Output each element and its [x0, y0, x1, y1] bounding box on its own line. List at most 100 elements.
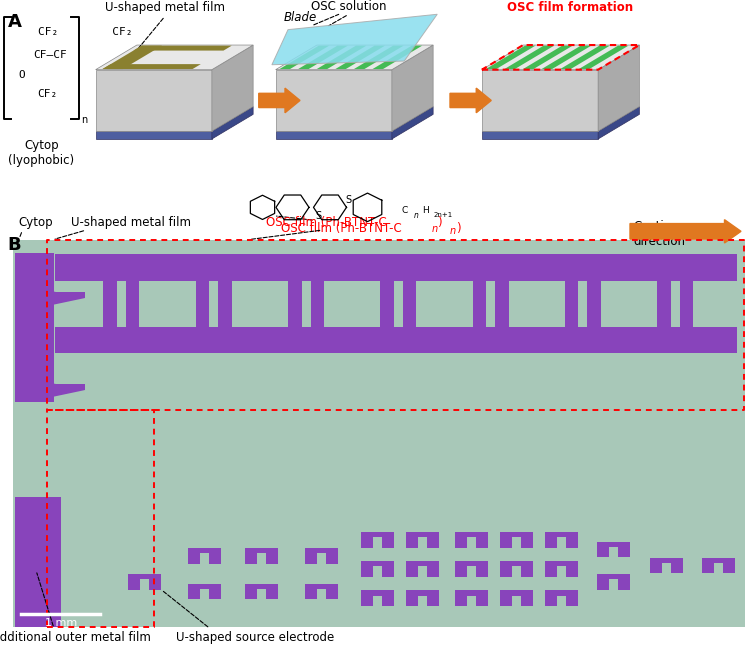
- Bar: [587, 265, 601, 327]
- Bar: [670, 559, 682, 573]
- Text: OSC solution: OSC solution: [311, 0, 386, 13]
- Bar: [702, 558, 735, 563]
- Text: OSC film (Ph-BTNT-C: OSC film (Ph-BTNT-C: [266, 216, 387, 229]
- Bar: [454, 532, 488, 537]
- Bar: [361, 532, 394, 537]
- Text: n: n: [81, 115, 87, 124]
- Bar: [544, 592, 556, 606]
- Bar: [500, 533, 512, 548]
- Bar: [597, 542, 630, 547]
- Bar: [566, 592, 578, 606]
- Bar: [128, 574, 161, 579]
- Bar: [244, 548, 278, 553]
- Bar: [454, 561, 488, 566]
- Bar: [149, 575, 161, 590]
- Bar: [562, 327, 616, 339]
- Polygon shape: [598, 107, 639, 139]
- Bar: [188, 548, 221, 553]
- Bar: [562, 341, 616, 353]
- Bar: [406, 561, 439, 566]
- Bar: [188, 585, 200, 599]
- Text: n: n: [431, 224, 437, 234]
- Bar: [454, 592, 466, 606]
- Bar: [476, 562, 488, 577]
- Bar: [55, 254, 737, 281]
- Bar: [126, 265, 140, 327]
- Polygon shape: [505, 45, 554, 69]
- Bar: [655, 327, 709, 339]
- Text: U-shaped metal film: U-shaped metal film: [105, 1, 225, 14]
- Text: H: H: [422, 206, 429, 215]
- Polygon shape: [276, 45, 434, 70]
- Text: CF₂        CF₂: CF₂ CF₂: [38, 27, 132, 38]
- Text: Cytop
(lyophobic): Cytop (lyophobic): [8, 139, 74, 167]
- Bar: [382, 592, 394, 606]
- Text: O: O: [19, 69, 26, 80]
- Bar: [454, 533, 466, 548]
- Bar: [361, 561, 394, 566]
- Bar: [209, 585, 221, 599]
- Bar: [500, 561, 532, 566]
- Bar: [382, 533, 394, 548]
- Bar: [472, 265, 486, 327]
- Bar: [15, 497, 62, 627]
- Bar: [196, 265, 209, 327]
- FancyArrow shape: [630, 220, 741, 243]
- Polygon shape: [280, 45, 329, 69]
- Polygon shape: [523, 45, 573, 69]
- Text: Blade: Blade: [284, 11, 316, 24]
- Polygon shape: [298, 45, 348, 69]
- Bar: [406, 532, 439, 537]
- Bar: [544, 533, 556, 548]
- Bar: [618, 575, 630, 590]
- Polygon shape: [211, 107, 253, 139]
- Bar: [286, 341, 340, 353]
- Bar: [723, 559, 735, 573]
- Bar: [618, 543, 630, 557]
- Bar: [520, 592, 532, 606]
- Bar: [454, 590, 488, 596]
- Bar: [650, 558, 682, 563]
- Polygon shape: [15, 292, 54, 305]
- Text: U-shaped source electrode: U-shaped source electrode: [176, 631, 334, 644]
- FancyArrow shape: [259, 88, 300, 113]
- Bar: [655, 341, 709, 353]
- Text: OSC film (Ph-BTNT-C: OSC film (Ph-BTNT-C: [281, 222, 402, 235]
- Bar: [544, 590, 578, 596]
- Bar: [15, 292, 85, 298]
- Bar: [13, 240, 745, 627]
- Bar: [597, 543, 609, 557]
- Bar: [15, 352, 54, 402]
- Bar: [244, 550, 256, 564]
- Text: U-shaped metal film: U-shaped metal film: [71, 216, 191, 229]
- Bar: [470, 341, 524, 353]
- Bar: [378, 327, 432, 339]
- Polygon shape: [211, 45, 253, 132]
- Polygon shape: [560, 45, 610, 69]
- Polygon shape: [96, 132, 211, 139]
- Polygon shape: [392, 45, 433, 132]
- Bar: [566, 562, 578, 577]
- Bar: [310, 265, 324, 327]
- Text: A: A: [8, 13, 21, 31]
- Bar: [101, 327, 155, 339]
- Bar: [326, 585, 338, 599]
- Bar: [55, 327, 737, 353]
- Bar: [427, 533, 439, 548]
- Bar: [650, 559, 662, 573]
- Text: n: n: [450, 226, 456, 236]
- Text: CF—CF: CF—CF: [34, 50, 68, 60]
- Text: Coating
direction: Coating direction: [634, 220, 686, 248]
- Bar: [520, 533, 532, 548]
- Bar: [361, 590, 394, 596]
- Bar: [286, 327, 340, 339]
- Polygon shape: [54, 384, 85, 397]
- Bar: [188, 584, 221, 589]
- Bar: [304, 550, 316, 564]
- Bar: [244, 585, 256, 599]
- Text: CF₂: CF₂: [38, 89, 58, 99]
- Bar: [194, 327, 248, 339]
- Bar: [597, 574, 630, 579]
- Bar: [500, 590, 532, 596]
- Bar: [361, 533, 373, 548]
